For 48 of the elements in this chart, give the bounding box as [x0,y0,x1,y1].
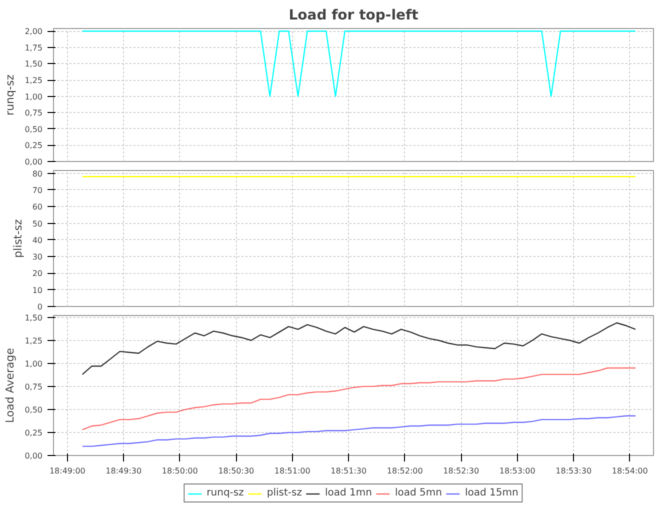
y-tick-label: 1,50 [24,60,42,69]
y-tick-label: 0,75 [24,108,42,118]
legend-label: runq-sz [206,488,244,498]
line-series [82,367,636,430]
y-tick-label: 1,50 [24,313,42,322]
y-tick-label: 40 [32,236,43,245]
y-tick-label: 30 [32,252,43,262]
y-tick-label: 10 [32,286,43,295]
y-tick-label: 60 [32,202,43,212]
line-series [82,322,636,376]
legend-label: plist-sz [266,488,302,498]
y-tick-label: 0,00 [24,158,42,166]
y-tick-label: 1,00 [24,359,42,368]
legend-label: load 5mn [394,488,442,498]
y-tick-label: 0,50 [24,124,42,134]
y-tick-label: 0,25 [24,141,42,150]
x-tick-label: 18:50:00 [162,466,198,476]
x-tick-label: 18:53:30 [556,466,592,476]
line-series [82,415,636,447]
x-tick-label: 18:53:00 [499,466,536,476]
y-tick-label: 70 [32,186,43,195]
x-tick-label: 18:49:30 [106,466,142,476]
y-tick-label: 80 [32,169,43,178]
y-axis-title: plist-sz [11,218,24,258]
y-tick-label: 0,75 [24,382,42,392]
legend-label: load 15mn [464,488,518,498]
y-tick-label: 20 [32,269,43,278]
y-tick-label: 1,00 [24,92,42,102]
x-tick-label: 18:50:30 [218,466,254,476]
y-tick-label: 0,25 [24,428,42,438]
y-tick-label: 50 [32,219,43,228]
y-tick-label: 0,50 [24,405,42,414]
x-tick-label: 18:54:00 [612,466,648,476]
x-tick-label: 18:52:00 [386,466,423,476]
y-axis-title: runq-sz [4,74,17,116]
chart-title: Load for top-left [288,8,419,24]
legend-label: load 1mn [324,488,372,498]
y-axis-title: Load Average [4,348,17,424]
y-tick-label: 0 [37,302,43,312]
y-tick-label: 1,25 [24,76,42,86]
y-tick-label: 1,75 [24,43,42,52]
y-tick-label: 1,25 [24,336,42,346]
y-tick-label: 0,00 [24,452,42,460]
y-tick-label: 2,00 [24,27,42,36]
x-tick-label: 18:51:00 [274,466,310,476]
x-tick-label: 18:49:00 [49,466,86,476]
x-tick-label: 18:52:30 [443,466,480,476]
x-tick-label: 18:51:30 [330,466,367,476]
